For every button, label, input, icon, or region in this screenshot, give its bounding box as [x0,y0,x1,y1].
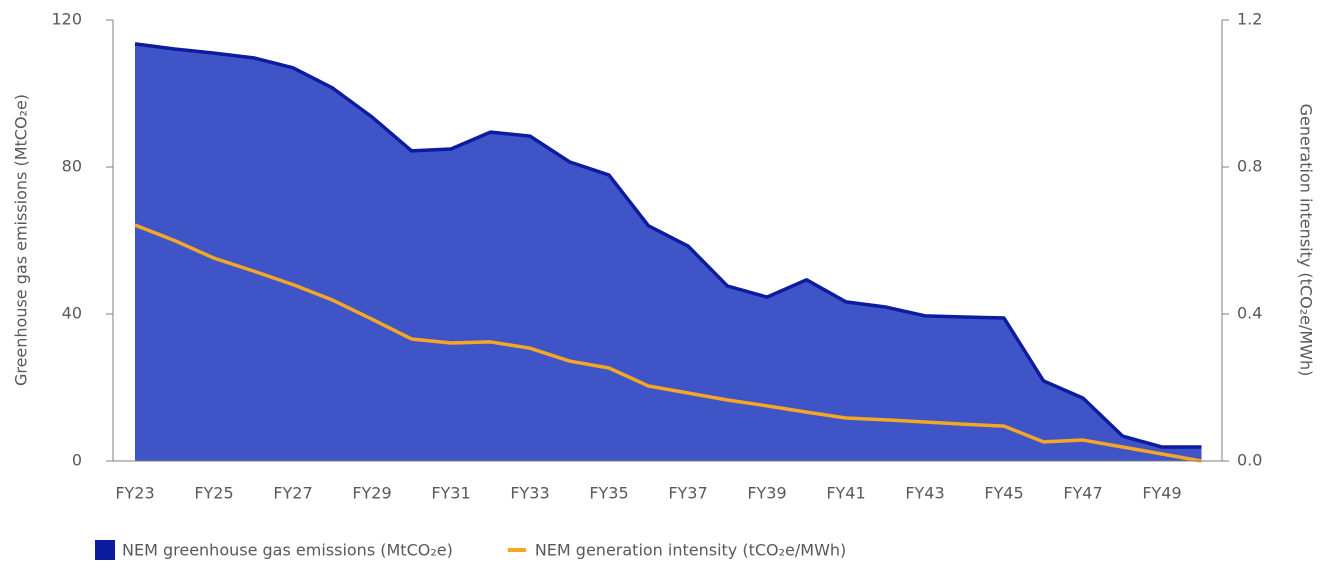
x-tick-label: FY41 [826,484,865,503]
x-tick-label: FY43 [905,484,944,503]
y2-tick-label: 0.0 [1237,451,1262,470]
x-tick-label: FY45 [984,484,1023,503]
legend-label: NEM generation intensity (tCO₂e/MWh) [535,541,846,560]
legend-label: NEM greenhouse gas emissions (MtCO₂e) [122,541,453,560]
y-axis-label: Greenhouse gas emissions (MtCO₂e) [12,94,31,386]
y-tick-label: 0 [72,451,82,470]
line [134,223,1202,463]
y2-tick-label: 0.8 [1237,157,1262,176]
x-tick-label: FY29 [352,484,391,503]
x-tick-label: FY31 [431,484,470,503]
x-tick-label: FY37 [668,484,707,503]
y-tick-label: 120 [51,10,82,29]
legend-swatch [95,540,115,560]
y2-tick-label: 0.4 [1237,304,1262,323]
y-tick-label: 40 [62,304,82,323]
x-tick-label: FY25 [194,484,233,503]
area-outline [134,42,1202,449]
x-tick-label: FY49 [1142,484,1181,503]
plot-area [134,42,1202,463]
x-tick-label: FY23 [115,484,154,503]
y-tick-label: 80 [62,157,82,176]
area [135,43,1202,461]
x-tick-label: FY39 [747,484,786,503]
y2-axis-label: Generation intensity (tCO₂e/MWh) [1297,104,1316,377]
x-tick-label: FY47 [1063,484,1102,503]
x-tick-label: FY35 [589,484,628,503]
x-tick-label: FY33 [510,484,549,503]
x-tick-label: FY27 [273,484,312,503]
y2-tick-label: 1.2 [1237,10,1262,29]
